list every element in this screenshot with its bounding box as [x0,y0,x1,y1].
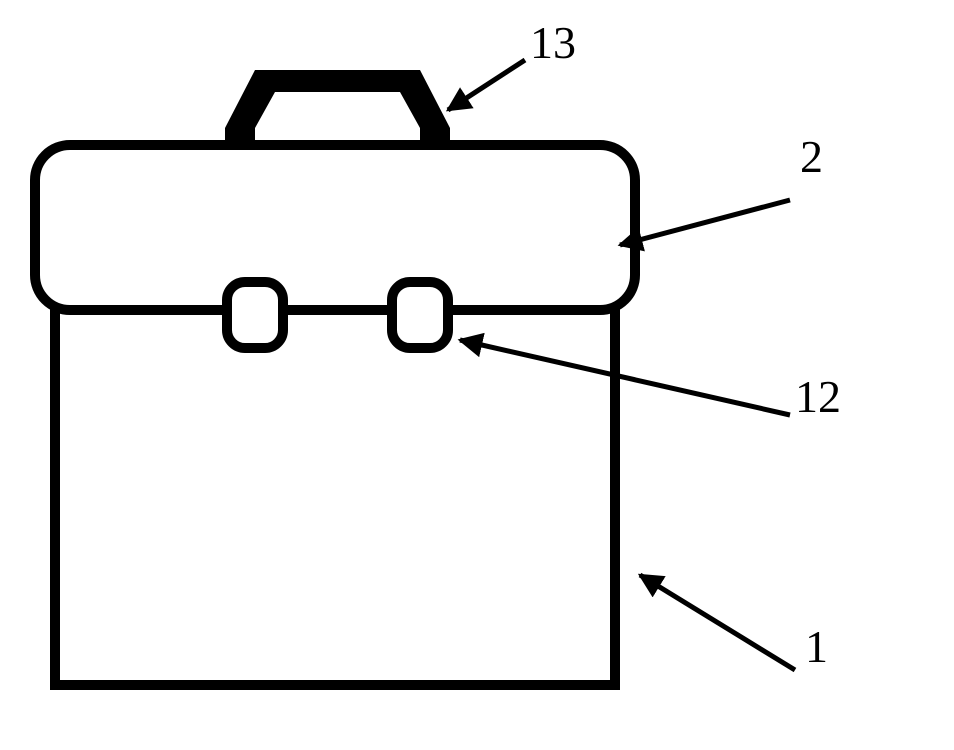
label-13: 13 [530,16,576,69]
latch-2 [392,282,448,348]
handle-post-left [225,128,255,142]
diagram-canvas: 13 2 12 1 [0,0,954,750]
latch-1 [227,282,283,348]
label-2: 2 [800,130,823,183]
briefcase-handle [225,70,450,128]
leader-l1 [640,575,795,670]
leader-l13 [448,60,525,110]
label-12: 12 [795,370,841,423]
leader-l2 [620,200,790,245]
leader-l12 [460,340,790,415]
handle-post-right [420,128,450,142]
label-1: 1 [805,620,828,673]
briefcase-flap [35,145,635,310]
